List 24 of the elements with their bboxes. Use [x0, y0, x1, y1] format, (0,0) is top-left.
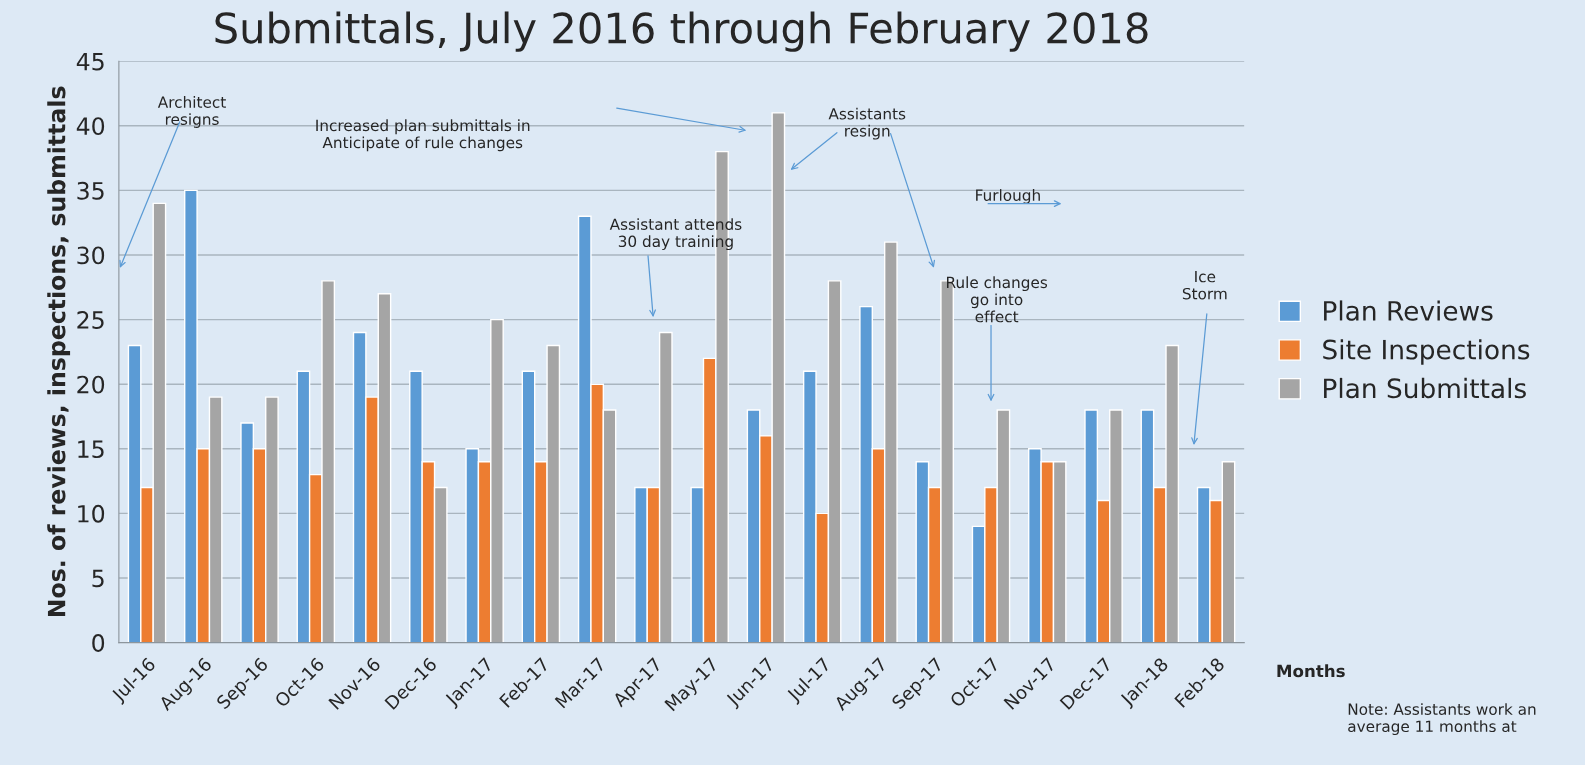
y-tick-label: 0: [92, 634, 105, 652]
y-tick-label: 30: [77, 246, 105, 265]
annotation: Assistants resign: [828, 107, 906, 140]
x-axis-title: Months: [1277, 664, 1345, 678]
y-axis-title: Nos. of reviews, inspections, submittals: [47, 86, 71, 617]
y-tick-label: 45: [76, 52, 104, 71]
annotation: Architect resigns: [157, 96, 226, 128]
text: Note: Assistants work an average 11 months at: [1348, 703, 1536, 736]
annotation: Assistant attends 30 day training: [609, 218, 742, 251]
annotation: Rule changes go into effect: [947, 276, 1048, 323]
y-tick-label: 25: [77, 311, 104, 329]
y-tick-label: 40: [76, 117, 105, 136]
annotation: Furlough: [976, 189, 1040, 204]
legend-label: Plan Submittals: [1324, 377, 1526, 399]
y-tick-label: 10: [78, 504, 105, 523]
y-tick-label: 20: [77, 375, 105, 394]
annotation: Ice Storm: [1182, 270, 1227, 300]
y-tick-label: 15: [78, 440, 104, 459]
legend-label: Site Inspections: [1323, 339, 1530, 365]
y-tick-label: 35: [77, 181, 104, 200]
chart-title: Submittals, July 2016 through February 2018: [215, 11, 1148, 52]
annotation: Increased plan submittals in Anticipate of rule changes: [316, 119, 530, 152]
y-tick-label: 5: [92, 569, 104, 588]
legend-label: Plan Reviews: [1324, 300, 1493, 321]
